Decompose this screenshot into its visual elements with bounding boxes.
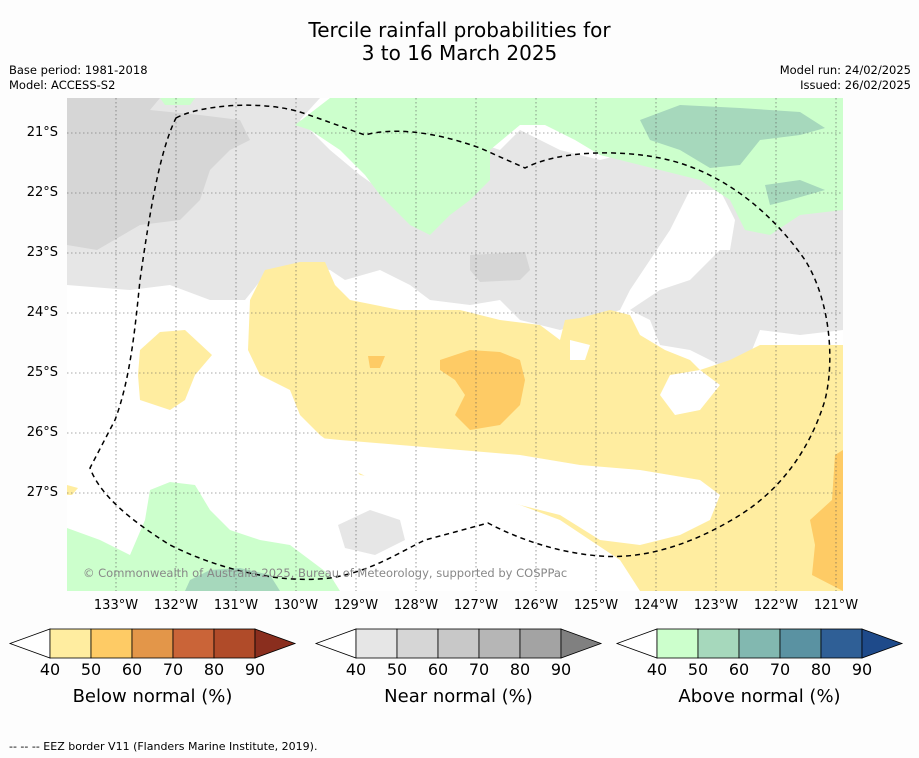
title-line-1: Tercile rainfall probabilities for: [308, 18, 611, 42]
colorbar-tick-label: 60: [121, 660, 143, 679]
colorbar-min-arrow: [8, 628, 51, 659]
eez-legend-footer: -- -- -- EEZ border V11 (Flanders Marine…: [9, 740, 318, 753]
colorbar-tick-label: 60: [427, 660, 449, 679]
above-normal-region-north-darker: [640, 105, 825, 168]
colorbar-title: Near normal (%): [384, 686, 533, 707]
lon-label: 126°W: [513, 598, 559, 613]
colorbar-segment: [172, 628, 215, 659]
colorbar-tick-label: 80: [203, 660, 225, 679]
lon-label: 133°W: [93, 598, 139, 613]
colorbar-tick-label: 70: [162, 660, 184, 679]
lat-label: 21°S: [26, 125, 58, 140]
colorbar-tick-label: 90: [244, 660, 266, 679]
meta-right: Model run: 24/02/2025 Issued: 26/02/2025: [780, 63, 911, 93]
colorbar-segment: [779, 628, 822, 659]
colorbar-max-arrow: [560, 628, 603, 659]
meta-left: Base period: 1981-2018 Model: ACCESS-S2: [9, 63, 148, 93]
lon-label: 127°W: [453, 598, 499, 613]
colorbar-above: [615, 628, 904, 659]
model-name: Model: ACCESS-S2: [9, 78, 116, 92]
lon-label: 123°W: [693, 598, 739, 613]
lon-label: 129°W: [333, 598, 379, 613]
colorbar-tick-label: 50: [80, 660, 102, 679]
eez-border: [89, 104, 831, 581]
colorbar-tick-label: 60: [728, 660, 750, 679]
colorbar-segment: [49, 628, 92, 659]
colorbar-near: [314, 628, 603, 659]
below-normal-region-orange: [440, 350, 525, 430]
map-title: Tercile rainfall probabilities for 3 to …: [0, 19, 919, 65]
colorbar-max-arrow: [254, 628, 297, 659]
colorbar-min-arrow: [314, 628, 357, 659]
issued-date: Issued: 26/02/2025: [800, 78, 911, 92]
colorbar-title: Below normal (%): [72, 686, 233, 707]
model-run: Model run: 24/02/2025: [779, 63, 911, 77]
colorbar-tick-label: 90: [550, 660, 572, 679]
lon-label: 132°W: [153, 598, 199, 613]
colorbar-segment: [656, 628, 699, 659]
white-gap-inside-yellow: [290, 435, 720, 545]
lat-label: 25°S: [26, 365, 58, 380]
lon-label: 125°W: [573, 598, 619, 613]
colorbar-tick-label: 80: [509, 660, 531, 679]
lon-label: 130°W: [273, 598, 319, 613]
colorbar-segment: [820, 628, 863, 659]
colorbar-tick-label: 40: [39, 660, 61, 679]
colorbar-segment: [131, 628, 174, 659]
near-normal-region-darker: [67, 98, 250, 250]
lon-label: 128°W: [393, 598, 439, 613]
lat-label: 27°S: [26, 485, 58, 500]
colorbar-segment: [519, 628, 562, 659]
colorbar-segment: [697, 628, 740, 659]
above-normal-region-south: [67, 482, 340, 591]
map-fill-layer: [67, 98, 843, 591]
colorbar-tick-label: 90: [851, 660, 873, 679]
colorbar-tick-label: 40: [646, 660, 668, 679]
colorbar-tick-label: 50: [687, 660, 709, 679]
copyright-notice: © Commonwealth of Australia 2025, Bureau…: [83, 566, 568, 580]
colorbar-segment: [90, 628, 133, 659]
lat-label: 24°S: [26, 305, 58, 320]
colorbar-segment: [437, 628, 480, 659]
base-period: Base period: 1981-2018: [9, 63, 148, 77]
gridlines: [67, 98, 843, 591]
colorbar-tick-label: 70: [468, 660, 490, 679]
colorbar-tick-label: 80: [810, 660, 832, 679]
title-line-2: 3 to 16 March 2025: [361, 41, 558, 65]
colorbar-segment: [396, 628, 439, 659]
colorbar-tick-label: 50: [386, 660, 408, 679]
near-normal-region-east: [630, 225, 843, 365]
lon-label: 131°W: [213, 598, 259, 613]
colorbar-segment: [478, 628, 521, 659]
lat-label: 22°S: [26, 185, 58, 200]
colorbar-tick-label: 40: [345, 660, 367, 679]
colorbar-max-arrow: [861, 628, 904, 659]
colorbar-tick-label: 70: [769, 660, 791, 679]
lon-label: 121°W: [813, 598, 859, 613]
colorbar-below: [8, 628, 297, 659]
lat-label: 26°S: [26, 425, 58, 440]
lat-label: 23°S: [26, 245, 58, 260]
lon-label: 124°W: [633, 598, 679, 613]
colorbar-min-arrow: [615, 628, 658, 659]
colorbar-segment: [213, 628, 256, 659]
colorbar-segment: [738, 628, 781, 659]
colorbar-title: Above normal (%): [678, 686, 841, 707]
colorbar-segment: [355, 628, 398, 659]
lon-label: 122°W: [753, 598, 799, 613]
